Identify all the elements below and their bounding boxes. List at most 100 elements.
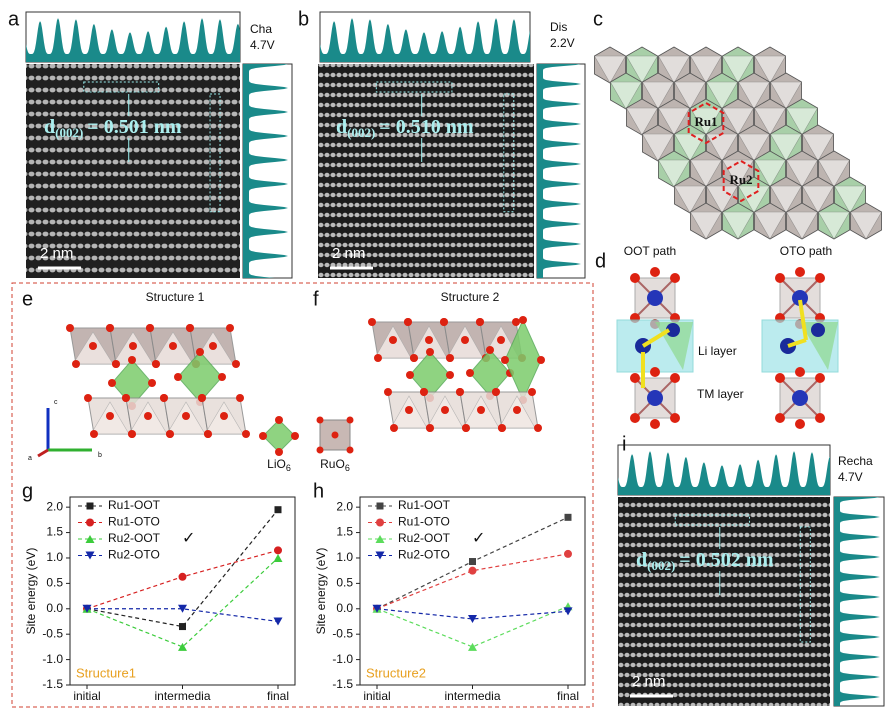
marker [372,604,382,613]
oxygen [405,406,413,414]
oxygen [670,413,680,423]
y-tick-label: -1.5 [42,677,63,691]
x-tick-label: intermedia [154,689,210,703]
oxygen [186,324,194,332]
oxygen [446,354,454,362]
marker [86,502,94,510]
marker [179,623,186,631]
oxygen [331,431,339,439]
d-spacing: d(002) = 0.501 nm [44,116,182,140]
panel-frame [11,282,594,708]
x-tick-label: initial [73,689,100,703]
intensity-profile [320,18,530,63]
oxygen [209,342,217,350]
oxygen [670,273,680,283]
structure-title: Structure 2 [441,290,500,304]
y-tick-label: -1.0 [42,652,63,666]
d-spacing-symbol: d [336,116,347,138]
y-tick-label: 0.5 [336,576,353,590]
intensity-profile [26,18,240,63]
marker [273,617,283,626]
oxygen [182,412,190,420]
oxygen [90,430,98,438]
structure-annotation: Structure2 [366,665,426,680]
oxygen [501,356,509,364]
oxygen [166,430,174,438]
octahedron-face [753,107,787,136]
oxygen [440,318,448,326]
x-tick-label: intermedia [444,689,500,703]
site-label: Ru2 [729,172,752,187]
marker [564,549,572,558]
oxygen [368,318,376,326]
oxygen [106,324,114,332]
condition-label: Cha [250,22,272,36]
check-mark: ✓ [182,530,195,547]
oxygen [169,342,177,350]
oxygen [795,367,805,377]
marker [375,535,385,543]
octahedron-face [657,107,691,136]
ruthenium [647,290,663,306]
oxygen [815,373,825,383]
axis-name: a [28,455,32,462]
octahedron-face [689,107,723,136]
migration-path [641,328,671,348]
y-tick-label: -0.5 [332,626,353,640]
oxygen [72,360,80,368]
series-line [86,509,279,628]
scale-bar-label: 2 nm [632,673,665,690]
haadf-image [618,497,830,706]
x-tick-label: initial [363,689,390,703]
octahedron-face [689,159,723,188]
y-tick-label: 0.5 [46,576,63,590]
axis-name: c [54,399,58,406]
octahedron-face [673,81,707,110]
y-tick-label: 0.0 [46,601,63,615]
marker [178,572,187,581]
octahedron-face [673,185,707,214]
oxygen [420,388,428,396]
oxygen [291,432,299,440]
oxygen [513,406,521,414]
octahedron-face [609,81,643,110]
profile-frame [242,63,293,279]
measure-box [674,514,750,526]
y-tick-label: 0.0 [336,601,353,615]
oxygen [426,424,434,432]
migration-path [787,338,807,348]
oxygen [242,430,250,438]
oxygen [650,367,660,377]
oxygen [389,336,397,344]
octahedron-face [737,185,771,214]
oxygen [198,394,206,402]
octahedron-face [721,55,755,84]
oxygen [226,324,234,332]
oxygen [275,448,283,456]
structure-title: Structure 1 [146,290,205,304]
marker [82,604,92,613]
layer-label: TM layer [697,387,744,401]
y-tick-label: 1.5 [46,525,63,539]
marker [468,614,477,623]
octahedron-face [673,133,707,162]
y-tick-label: -1.5 [332,677,353,691]
oxygen [410,354,418,362]
site-label: Ru1 [694,114,717,129]
series-line [87,608,279,623]
oxygen [204,430,212,438]
marker [469,558,476,566]
oxygen [232,360,240,368]
measure-box [503,93,515,213]
path-title: OTO path [780,244,832,258]
profile-frame [833,496,885,707]
oxygen [795,267,805,277]
path-title: OOT path [624,244,676,258]
oxygen [528,388,536,396]
oxygen [815,413,825,423]
octahedron-face [625,107,659,136]
d-spacing-index: (002) [647,558,675,573]
li-octahedron [262,419,296,453]
y-axis-label: Site energy (eV) [314,548,328,635]
marker [376,518,384,527]
